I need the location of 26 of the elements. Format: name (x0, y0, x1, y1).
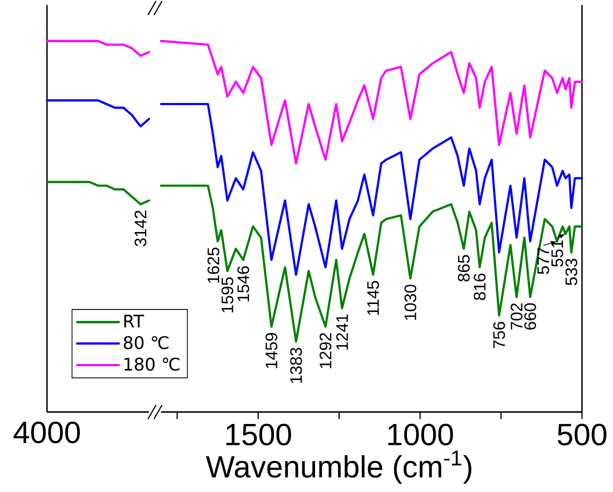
annotation: 1595 (221, 277, 234, 312)
x-axis-title: Wavenumble (cm$^{-1}$) (206, 450, 472, 484)
x-tick-label: 1000 (388, 424, 453, 446)
annotation: 816 (474, 274, 486, 300)
annotation: 533 (565, 258, 578, 286)
annotation: 1145 (367, 281, 379, 315)
annotation: 1383 (290, 348, 302, 383)
legend-label: RT (124, 314, 144, 328)
x-tick-label: 500 (558, 424, 606, 446)
annotation: 865 (458, 255, 470, 282)
x-tick-label: 1500 (226, 424, 292, 446)
annotation: 1292 (320, 333, 332, 368)
annotation: 702 (510, 303, 522, 330)
annotation: 577 (538, 248, 550, 274)
annotation: 1030 (404, 284, 416, 320)
annotation: 1459 (266, 333, 278, 368)
annotation: 1241 (336, 314, 348, 350)
text: 4000 (14, 422, 80, 444)
legend-label: 180 ℃ (124, 358, 180, 371)
annotation: 551 (552, 240, 564, 267)
annotation: 3142 (134, 210, 146, 246)
annotation: 1625 (208, 248, 220, 283)
legend-label: 80 ℃ (124, 336, 168, 350)
annotation: 756 (493, 322, 505, 348)
annotation: 1546 (237, 266, 250, 302)
annotation: 660 (524, 303, 536, 330)
